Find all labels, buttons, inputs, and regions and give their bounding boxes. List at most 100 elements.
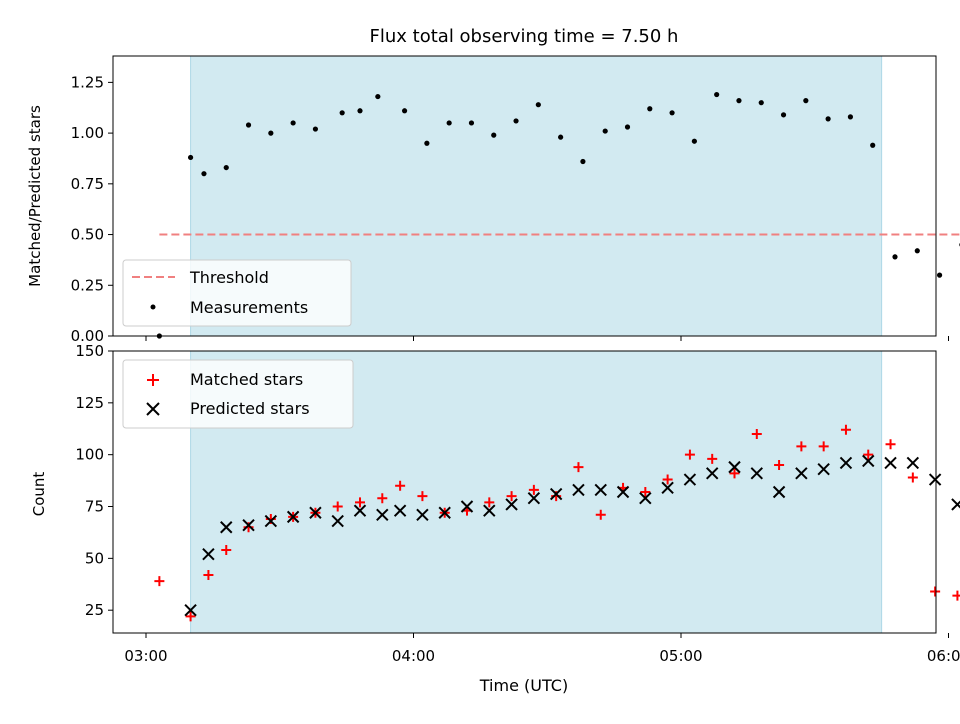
bottom-panel: 25507510012515003:0004:0005:0006:0007:00… xyxy=(30,342,960,695)
matched-star-point xyxy=(203,569,214,580)
matched-star-point xyxy=(952,590,960,601)
top-legend: Threshold Measurements xyxy=(122,259,352,327)
predicted-star-point xyxy=(572,483,585,497)
predicted-star-point xyxy=(795,467,808,480)
matched-star-point xyxy=(840,424,851,435)
measurement-point xyxy=(424,140,430,146)
matched-star-point xyxy=(662,474,673,485)
matched-star-point xyxy=(417,491,428,502)
measurement-point xyxy=(535,102,541,108)
predicted-star-point xyxy=(817,462,830,476)
top-y-tick-label: 0.25 xyxy=(71,276,104,294)
legend-measurement-label: Measurements xyxy=(190,298,308,317)
predicted-star-point xyxy=(616,485,630,499)
matched-star-point xyxy=(885,439,896,450)
measurement-point xyxy=(290,120,296,126)
matched-star-point xyxy=(907,472,918,483)
matched-star-point xyxy=(377,493,388,504)
predicted-star-point xyxy=(928,473,942,486)
matched-star-point xyxy=(863,449,874,460)
predicted-star-point xyxy=(884,456,897,470)
predicted-star-point xyxy=(661,481,674,495)
matched-star-point xyxy=(751,428,762,439)
legend-matched-swatch xyxy=(147,374,159,386)
measurement-point xyxy=(847,114,854,120)
predicted-star-point xyxy=(393,504,407,517)
predicted-star-point xyxy=(839,456,853,470)
bottom-legend-box xyxy=(122,359,354,429)
measurement-point xyxy=(201,171,207,177)
measurement-point xyxy=(375,93,381,100)
predicted-star-point xyxy=(772,485,786,499)
bottom-count-points xyxy=(154,424,960,622)
measurement-point xyxy=(558,134,564,140)
measurement-point xyxy=(892,254,898,260)
measurement-point xyxy=(339,110,345,116)
predicted-star-point xyxy=(286,510,300,524)
predicted-star-point xyxy=(184,603,197,617)
bottom-y-tick-label: 125 xyxy=(75,394,104,412)
measurement-point xyxy=(268,130,274,136)
matched-star-point xyxy=(332,501,343,512)
matched-star-point xyxy=(796,441,807,452)
predicted-star-point xyxy=(202,547,215,561)
bottom-y-tick-label: 75 xyxy=(85,498,104,516)
legend-measurement-swatch xyxy=(150,304,156,310)
measurement-point xyxy=(624,124,631,130)
matched-star-point xyxy=(221,545,232,556)
chart-title: Flux total observing time = 7.50 h xyxy=(370,26,679,47)
predicted-star-point xyxy=(750,467,763,480)
predicted-star-point xyxy=(594,483,607,497)
predicted-star-point xyxy=(639,492,652,505)
measurement-point xyxy=(312,126,319,132)
matched-star-point xyxy=(707,453,718,464)
legend-threshold-label: Threshold xyxy=(189,268,269,287)
top-legend-box xyxy=(122,259,352,327)
predicted-star-point xyxy=(376,508,389,522)
matched-star-point xyxy=(640,487,651,497)
legend-matched-label: Matched stars xyxy=(190,370,303,389)
measurement-point xyxy=(870,142,876,148)
predicted-star-point xyxy=(906,456,920,470)
predicted-star-point xyxy=(460,500,474,513)
measurement-point xyxy=(223,164,229,171)
x-tick-label: 05:00 xyxy=(659,647,702,665)
bottom-y-tick-label: 150 xyxy=(75,342,104,360)
measurement-point xyxy=(825,116,831,122)
x-tick-label: 04:00 xyxy=(392,647,435,665)
predicted-star-point xyxy=(505,498,518,511)
predicted-star-point xyxy=(527,492,541,505)
x-tick-label: 03:00 xyxy=(124,647,167,665)
x-axis-label: Time (UTC) xyxy=(479,676,568,695)
matched-star-point xyxy=(595,509,606,520)
top-y-tick-label: 0.50 xyxy=(71,226,104,244)
matched-star-point xyxy=(154,576,165,587)
bottom-y-tick-label: 100 xyxy=(75,446,104,464)
matched-star-point xyxy=(355,497,365,508)
predicted-star-point xyxy=(220,521,233,534)
matched-star-point xyxy=(573,462,584,473)
top-axes-frame xyxy=(112,55,937,337)
measurement-point xyxy=(446,120,452,126)
matched-star-point xyxy=(818,441,829,452)
measurement-point xyxy=(580,158,586,165)
measurement-point xyxy=(491,132,497,138)
measurement-point xyxy=(936,272,943,278)
measurement-point xyxy=(357,108,363,114)
matched-star-point xyxy=(930,586,941,597)
bottom-y-tick-label: 25 xyxy=(85,601,104,619)
bottom-ylabel: Count xyxy=(30,472,48,517)
predicted-star-point xyxy=(683,473,697,486)
matched-star-point xyxy=(185,611,196,622)
predicted-star-point xyxy=(549,487,563,501)
x-tick-label: 06:00 xyxy=(927,647,960,665)
predicted-star-point xyxy=(438,506,451,519)
predicted-star-point xyxy=(331,514,344,528)
matched-star-point xyxy=(774,460,785,471)
measurement-point xyxy=(691,138,697,144)
measurement-point xyxy=(803,98,809,104)
measurement-point xyxy=(647,106,653,112)
matched-star-point xyxy=(684,449,695,460)
measurement-point xyxy=(401,108,408,114)
measurement-point xyxy=(669,110,675,116)
